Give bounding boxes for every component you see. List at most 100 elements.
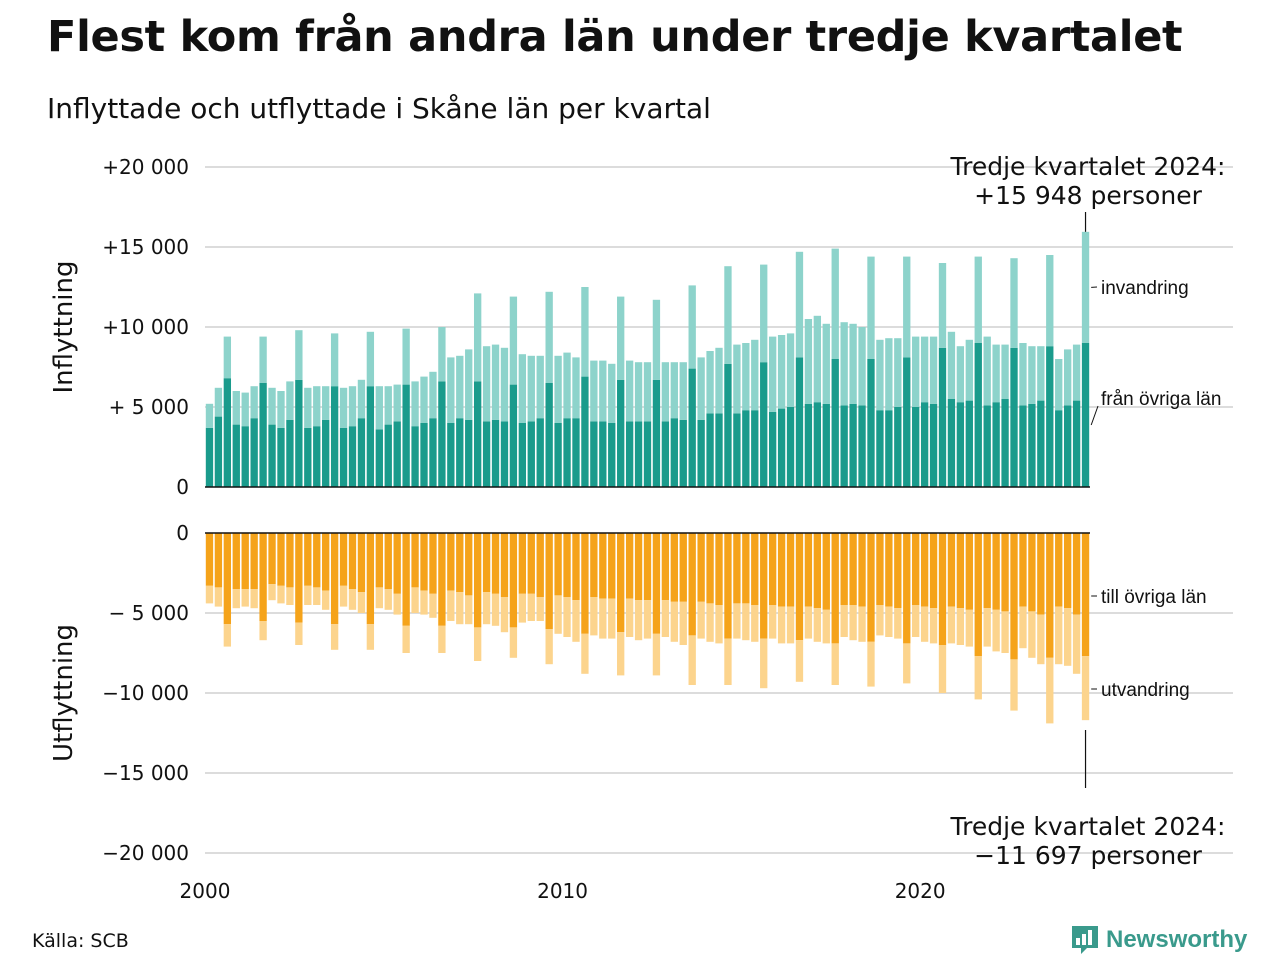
bar-outflow-domestic — [1028, 533, 1036, 612]
bar-outflow-emigration — [795, 640, 804, 682]
bar-outflow-domestic — [456, 533, 464, 593]
chart-title: Flest kom från andra län under tredje kv… — [47, 12, 1183, 62]
bar-inflow-domestic — [903, 357, 911, 487]
bar-outflow-emigration — [286, 587, 294, 605]
bar-inflow-domestic — [894, 407, 902, 487]
bar-outflow-emigration — [1028, 611, 1036, 658]
bar-outflow-domestic — [947, 533, 956, 607]
bar-outflow-emigration — [831, 643, 839, 685]
bar-outflow-emigration — [858, 606, 866, 642]
bar-outflow-domestic — [608, 533, 616, 599]
bar-inflow-domestic — [795, 357, 804, 487]
bar-inflow-immigration — [304, 387, 312, 428]
bar-outflow-emigration — [268, 584, 276, 601]
bar-inflow-domestic — [777, 408, 786, 487]
bar-outflow-emigration — [983, 608, 991, 647]
bar-outflow-domestic — [643, 533, 652, 601]
bar-inflow-domestic — [241, 426, 249, 487]
bar-outflow-emigration — [840, 605, 848, 637]
bar-inflow-immigration — [402, 328, 410, 385]
bar-inflow-immigration — [536, 355, 544, 419]
bar-inflow-immigration — [581, 287, 589, 377]
bar-outflow-emigration — [402, 625, 410, 653]
bar-inflow-domestic — [500, 421, 509, 487]
bar-inflow-domestic — [697, 419, 705, 487]
bar-outflow-domestic — [223, 533, 232, 625]
bar-outflow-domestic — [545, 533, 553, 629]
bar-outflow-emigration — [375, 587, 383, 609]
bar-outflow-emigration — [733, 603, 741, 639]
bar-outflow-domestic — [974, 533, 982, 657]
bar-outflow-domestic — [804, 533, 813, 607]
bar-outflow-emigration — [1055, 606, 1063, 665]
bar-inflow-domestic — [590, 421, 598, 487]
bar-inflow-domestic — [920, 402, 929, 487]
bar-inflow-domestic — [733, 413, 741, 487]
bar-inflow-domestic — [554, 423, 562, 487]
bar-inflow-domestic — [1028, 403, 1036, 487]
bar-outflow-emigration — [1072, 614, 1081, 674]
bar-inflow-immigration — [742, 343, 750, 411]
bar-inflow-immigration — [983, 336, 991, 406]
y-tick-label-outflow: 0 — [176, 521, 189, 545]
bar-inflow-immigration — [411, 381, 419, 427]
bar-outflow-domestic — [250, 533, 258, 589]
bar-outflow-domestic — [876, 533, 884, 605]
bar-outflow-emigration — [473, 627, 482, 661]
bar-outflow-emigration — [947, 606, 956, 644]
bar-outflow-emigration — [447, 590, 455, 621]
bar-inflow-immigration — [357, 379, 366, 419]
bar-inflow-domestic — [1001, 399, 1009, 487]
bar-outflow-domestic — [536, 533, 544, 597]
bar-outflow-emigration — [482, 592, 491, 625]
bar-inflow-immigration — [491, 344, 500, 420]
callout-bottom-line1: Tredje kvartalet 2024: — [950, 812, 1226, 841]
bar-outflow-domestic — [1063, 533, 1072, 609]
bar-outflow-domestic — [295, 533, 303, 623]
bar-outflow-emigration — [554, 595, 562, 634]
series-label-domestic-in: från övriga län — [1101, 389, 1221, 410]
bar-outflow-domestic — [465, 533, 473, 596]
bar-outflow-emigration — [259, 621, 267, 641]
bar-outflow-domestic — [831, 533, 839, 644]
bar-inflow-immigration — [733, 344, 741, 414]
bar-outflow-domestic — [304, 533, 312, 586]
bar-inflow-immigration — [912, 336, 920, 407]
bar-outflow-domestic — [509, 533, 518, 628]
bar-inflow-domestic — [688, 368, 696, 487]
bar-outflow-domestic — [697, 533, 705, 602]
bar-outflow-domestic — [393, 533, 401, 594]
bar-outflow-emigration — [572, 600, 580, 642]
bar-inflow-domestic — [295, 379, 303, 487]
bar-outflow-domestic — [1046, 533, 1054, 658]
y-tick-label-inflow: +20 000 — [102, 155, 189, 179]
callout-bottom-line2: −11 697 personer — [974, 841, 1202, 870]
bar-outflow-domestic — [822, 533, 830, 610]
bar-inflow-immigration — [384, 386, 392, 425]
bars-inflow — [205, 231, 1090, 487]
bar-outflow-domestic — [375, 533, 383, 588]
bar-inflow-immigration — [786, 333, 795, 407]
bar-inflow-immigration — [250, 386, 258, 419]
bar-inflow-immigration — [956, 346, 965, 403]
bar-inflow-domestic — [1063, 405, 1072, 487]
bar-outflow-domestic — [1081, 533, 1090, 657]
bar-inflow-immigration — [1072, 344, 1081, 401]
bar-outflow-domestic — [885, 533, 893, 607]
bar-outflow-domestic — [447, 533, 455, 591]
bar-inflow-immigration — [1019, 343, 1027, 406]
bar-inflow-immigration — [1063, 349, 1072, 406]
bar-outflow-domestic — [402, 533, 410, 626]
bar-outflow-domestic — [670, 533, 678, 602]
bar-outflow-emigration — [894, 608, 902, 639]
bar-inflow-domestic — [617, 379, 625, 487]
bar-outflow-domestic — [527, 533, 535, 594]
bar-outflow-emigration — [518, 593, 527, 623]
bar-inflow-domestic — [1010, 347, 1018, 487]
bar-inflow-domestic — [545, 383, 553, 487]
newsworthy-logo-icon — [1072, 926, 1098, 954]
bar-outflow-emigration — [465, 595, 473, 625]
bar-inflow-domestic — [473, 381, 482, 487]
bar-inflow-immigration — [599, 360, 607, 422]
bar-outflow-emigration — [813, 608, 822, 642]
